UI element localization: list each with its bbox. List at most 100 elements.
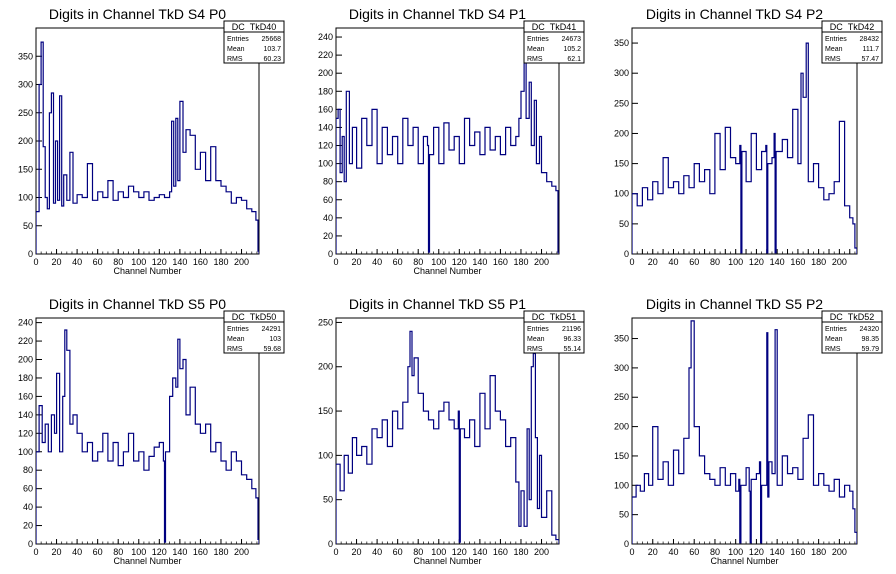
histogram-panel: Digits in Channel TkD S5 P2 0 20 40 60 80 100 1…: [614, 296, 883, 566]
stats-value: 24673: [562, 36, 582, 43]
x-tick-label: 180: [513, 547, 528, 557]
stats-value: 60.23: [263, 56, 281, 63]
x-tick-label: 20: [352, 257, 362, 267]
y-tick-label: 150: [18, 164, 33, 174]
x-tick-label: 80: [113, 547, 123, 557]
stats-label: RMS: [227, 346, 243, 353]
stats-name: DC_TkD50: [232, 312, 277, 322]
y-tick-label: 140: [18, 410, 33, 420]
histogram-panel: Digits in Channel TkD S5 P0 0 20 40 60 80 100 1…: [18, 296, 285, 566]
x-axis-label: Channel Number: [113, 266, 181, 276]
x-tick-label: 100: [728, 257, 743, 267]
y-tick-label: 240: [318, 32, 333, 42]
stats-name: DC_TkD42: [830, 22, 875, 32]
stats-label: Mean: [227, 336, 245, 343]
y-tick-label: 100: [614, 189, 629, 199]
stats-label: Mean: [527, 336, 545, 343]
stats-value: 28432: [860, 36, 880, 43]
stats-value: 96.33: [563, 336, 581, 343]
stats-name: DC_TkD41: [532, 22, 577, 32]
x-tick-label: 180: [811, 547, 826, 557]
y-tick-label: 150: [318, 406, 333, 416]
x-tick-label: 160: [193, 257, 208, 267]
stats-label: RMS: [227, 56, 243, 63]
x-tick-label: 140: [472, 547, 487, 557]
x-tick-label: 20: [648, 257, 658, 267]
stats-label: RMS: [825, 346, 841, 353]
y-tick-label: 220: [18, 336, 33, 346]
chart-title: Digits in Channel TkD S4 P1: [349, 6, 526, 22]
x-tick-label: 120: [749, 257, 764, 267]
x-tick-label: 0: [33, 257, 38, 267]
x-tick-label: 180: [213, 257, 228, 267]
x-tick-label: 160: [493, 547, 508, 557]
y-tick-label: 250: [18, 108, 33, 118]
y-tick-label: 0: [28, 249, 33, 259]
y-tick-label: 350: [614, 334, 629, 344]
x-tick-label: 140: [770, 257, 785, 267]
y-tick-label: 100: [614, 480, 629, 490]
y-tick-label: 240: [18, 318, 33, 328]
stats-value: 24291: [262, 326, 282, 333]
y-tick-label: 0: [624, 539, 629, 549]
x-tick-label: 60: [93, 547, 103, 557]
x-tick-label: 120: [749, 547, 764, 557]
chart-title: Digits in Channel TkD S4 P2: [646, 6, 823, 22]
y-tick-label: 200: [318, 68, 333, 78]
y-tick-label: 60: [23, 484, 33, 494]
x-tick-label: 120: [452, 257, 467, 267]
stats-value: 59.68: [263, 346, 281, 353]
y-tick-label: 100: [318, 159, 333, 169]
y-tick-label: 200: [18, 355, 33, 365]
stats-label: Entries: [527, 36, 549, 43]
stats-value: 103.7: [263, 46, 281, 53]
stats-box: DC_TkD51 Entries 21196 Mean 96.33 RMS 55.14: [523, 310, 585, 354]
y-tick-label: 100: [18, 193, 33, 203]
x-tick-label: 0: [629, 257, 634, 267]
y-tick-label: 300: [614, 363, 629, 373]
stats-label: Entries: [227, 36, 249, 43]
stats-label: Entries: [527, 326, 549, 333]
y-tick-label: 150: [614, 451, 629, 461]
stats-box-frame: [821, 20, 883, 64]
stats-box: DC_TkD52 Entries 24320 Mean 98.35 RMS 59.79: [821, 310, 883, 354]
x-tick-label: 180: [811, 257, 826, 267]
x-tick-label: 80: [710, 547, 720, 557]
stats-label: Entries: [825, 36, 847, 43]
y-tick-label: 60: [323, 195, 333, 205]
x-tick-label: 0: [33, 547, 38, 557]
y-tick-label: 0: [328, 249, 333, 259]
y-tick-label: 50: [323, 495, 333, 505]
plot-frame: [35, 317, 260, 545]
stats-label: Mean: [825, 46, 843, 53]
stats-value: 98.35: [861, 336, 879, 343]
x-tick-label: 80: [413, 257, 423, 267]
x-tick-label: 40: [372, 257, 382, 267]
y-tick-label: 50: [619, 510, 629, 520]
stats-label: Mean: [527, 46, 545, 53]
histogram-line: [36, 329, 259, 544]
x-tick-label: 200: [234, 257, 249, 267]
y-tick-label: 120: [18, 428, 33, 438]
stats-value: 62.1: [567, 56, 581, 63]
x-tick-label: 80: [113, 257, 123, 267]
y-tick-label: 80: [23, 465, 33, 475]
x-tick-label: 100: [131, 547, 146, 557]
x-tick-label: 160: [493, 257, 508, 267]
stats-name: DC_TkD40: [232, 22, 277, 32]
x-axis-label: Channel Number: [413, 266, 481, 276]
x-axis-label: Channel Number: [413, 556, 481, 566]
y-tick-label: 0: [624, 249, 629, 259]
stats-box-frame: [223, 310, 285, 354]
stats-name: DC_TkD52: [830, 312, 875, 322]
x-tick-label: 40: [372, 547, 382, 557]
x-tick-label: 80: [710, 257, 720, 267]
x-tick-label: 20: [648, 547, 658, 557]
stats-box: DC_TkD50 Entries 24291 Mean 103 RMS 59.68: [223, 310, 285, 354]
x-tick-label: 40: [72, 257, 82, 267]
stats-value: 111.7: [863, 46, 880, 53]
stats-value: 25668: [262, 36, 282, 43]
x-tick-label: 200: [534, 257, 549, 267]
histogram-panel: Digits in Channel TkD S4 P2 0 20 40 60 80 100 1…: [614, 6, 883, 267]
stats-value: 57.47: [861, 56, 879, 63]
